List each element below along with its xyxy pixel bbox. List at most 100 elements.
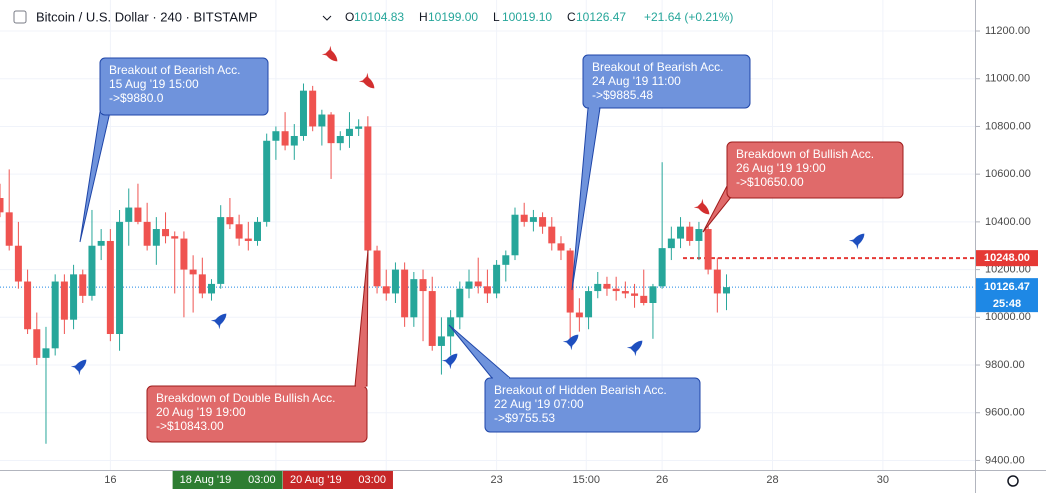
candle-body xyxy=(336,135,344,144)
candle-body xyxy=(327,114,335,144)
candle-body xyxy=(621,291,629,294)
candle-body xyxy=(355,126,363,129)
ohlc-value: 10126.47 xyxy=(576,10,626,24)
candle-body xyxy=(125,207,133,222)
rocket-body xyxy=(852,233,865,246)
rocket-body xyxy=(566,334,579,347)
candle-body xyxy=(42,348,50,358)
candle-body xyxy=(235,224,243,239)
y-tick-label: 11200.00 xyxy=(985,25,1030,37)
callout-text: 15 Aug '19 15:00 xyxy=(109,77,199,91)
ohlc-key: C xyxy=(567,10,576,24)
rocket-body xyxy=(214,313,227,326)
callout-text: 20 Aug '19 19:00 xyxy=(156,405,246,419)
price-line-label: 10248.00 xyxy=(984,252,1030,264)
rocket-icon xyxy=(848,233,865,250)
candle-body xyxy=(695,229,703,241)
candle-body xyxy=(410,279,418,318)
candle-body xyxy=(299,90,307,136)
x-tick-label: 15:00 xyxy=(573,474,601,486)
rocket-body xyxy=(697,202,710,215)
y-tick-label: 11000.00 xyxy=(985,73,1030,85)
callout-text: Breakout of Hidden Bearish Acc. xyxy=(494,383,667,397)
ohlc-value: 10019.10 xyxy=(502,10,552,24)
candle-body xyxy=(208,283,216,294)
rocket-icon xyxy=(441,353,458,370)
rocket-icon xyxy=(70,359,87,376)
candle-body xyxy=(557,243,565,251)
candle-body xyxy=(309,90,317,127)
rocket-body xyxy=(630,340,643,353)
candle-body xyxy=(244,238,252,241)
ohlc-key: L xyxy=(493,10,500,24)
candle-body xyxy=(51,281,59,349)
axes: 9400.00 9600.00 9800.00 10000.00 10200.00 104… xyxy=(104,25,1038,489)
candle-body xyxy=(162,229,170,237)
candle-body xyxy=(585,291,593,318)
candle-body xyxy=(677,226,685,239)
candle-body xyxy=(548,226,556,244)
candle-body xyxy=(24,281,32,330)
callout: Breakout of Hidden Bearish Acc.22 Aug '1… xyxy=(448,324,701,433)
candle-body xyxy=(649,286,657,303)
candle-body xyxy=(529,217,537,222)
dropdown-caret[interactable] xyxy=(322,15,332,21)
candle-body xyxy=(263,140,271,222)
candle-body xyxy=(180,238,188,270)
candle-body xyxy=(686,226,694,241)
candle-body xyxy=(667,238,675,249)
candle-body xyxy=(658,248,666,287)
candle-body xyxy=(612,288,620,292)
candle-body xyxy=(437,336,445,346)
rocket-icon xyxy=(321,45,338,62)
rocket-body xyxy=(445,353,458,366)
rocket-body xyxy=(325,49,338,62)
candle-body xyxy=(704,229,712,270)
rocket-icon xyxy=(626,340,643,357)
candle-body xyxy=(345,128,353,136)
candle-body xyxy=(272,131,280,141)
x-tick-label: 23 xyxy=(490,474,502,486)
callout: Breakout of Bearish Acc.15 Aug '19 15:00… xyxy=(79,57,269,243)
candle-body xyxy=(502,255,510,265)
ohlc-key: O xyxy=(345,10,354,24)
y-tick-label: 10000.00 xyxy=(985,311,1031,323)
settings-icon[interactable] xyxy=(1007,475,1019,487)
candle-body xyxy=(373,250,381,287)
rocket-icon xyxy=(358,72,375,89)
candle-body xyxy=(640,295,648,303)
candle-body xyxy=(575,312,583,318)
symbol-icon[interactable] xyxy=(13,10,27,24)
candle-body xyxy=(134,207,142,222)
x-highlight-date: 20 Aug '19 xyxy=(290,474,342,486)
callout-box xyxy=(146,385,368,443)
callout: Breakdown of Double Bullish Acc.20 Aug '… xyxy=(146,249,369,443)
y-tick-label: 9600.00 xyxy=(985,407,1025,419)
change: +21.64 (+0.21%) xyxy=(644,10,733,24)
last-price-box xyxy=(976,278,1038,313)
settings[interactable] xyxy=(1007,475,1019,487)
candle-body xyxy=(539,217,547,227)
callout-text: ->$9885.48 xyxy=(592,88,653,102)
callout-text: Breakdown of Double Bullish Acc. xyxy=(156,391,335,405)
callout: Breakdown of Bullish Acc.26 Aug '19 19:0… xyxy=(702,141,904,233)
candle-body xyxy=(152,229,160,246)
candle-body xyxy=(143,221,151,246)
callout-text: Breakout of Bearish Acc. xyxy=(592,60,723,74)
x-tick-label: 30 xyxy=(877,474,889,486)
callout-text: ->$9755.53 xyxy=(494,411,555,425)
x-tick-label: 16 xyxy=(104,474,116,486)
header: Bitcoin / U.S. Dollar · 240 · BITSTAMP O… xyxy=(13,9,733,24)
candle-body xyxy=(723,287,731,294)
callout-box xyxy=(726,141,904,199)
y-tick-label: 10800.00 xyxy=(985,120,1031,132)
rocket-icon xyxy=(562,334,579,351)
candle-body xyxy=(198,274,206,294)
candle-body xyxy=(79,274,87,296)
candle-body xyxy=(364,126,372,251)
icons xyxy=(70,45,865,376)
price-lines xyxy=(0,257,975,288)
candle-body xyxy=(217,217,225,284)
